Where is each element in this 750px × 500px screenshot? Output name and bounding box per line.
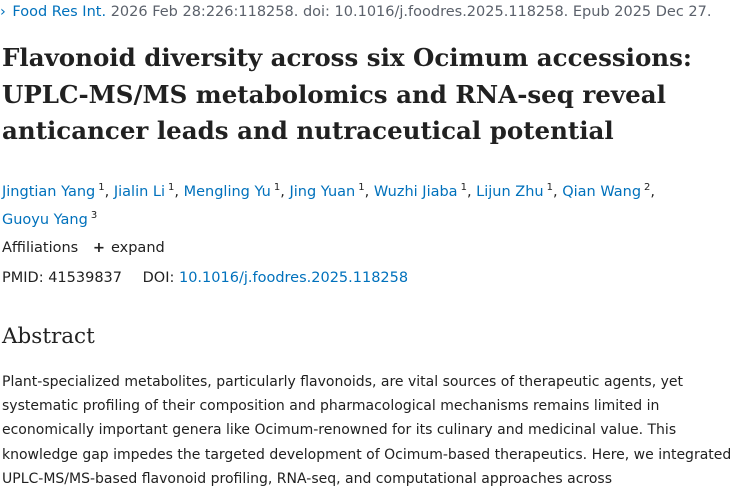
expand-label: expand [110, 240, 165, 256]
author-list: Jingtian Yang 1, Jialin Li 1, Mengling Yu 1… [2, 176, 742, 232]
affiliation-number[interactable]: 1 [98, 182, 105, 193]
article-title: Flavonoid diversity across six Ocimum ac… [2, 43, 692, 145]
affiliation-number[interactable]: 1 [546, 182, 553, 193]
author-item: Jing Yuan 1, [289, 182, 374, 200]
author-item: Qian Wang 2, [562, 182, 656, 200]
affiliation-number[interactable]: 1 [168, 182, 175, 193]
citation-details: 2026 Feb 28:226:118258. doi: 10.1016/j.f… [110, 4, 712, 20]
affiliation-number[interactable]: 1 [460, 182, 467, 193]
author-item: Jialin Li 1, [113, 182, 184, 200]
doi-link[interactable]: 10.1016/j.foodres.2025.118258 [178, 270, 409, 286]
author-link[interactable]: Mengling Yu [183, 184, 271, 200]
affiliation-number[interactable]: 2 [644, 182, 651, 193]
author-link[interactable]: Guoyu Yang [2, 212, 88, 228]
affiliations-expand-button[interactable]: + expand [93, 240, 165, 256]
doi-label: DOI: [142, 270, 175, 286]
citation-line: › Food Res Int. 2026 Feb 28:226:118258. … [0, 4, 712, 20]
abstract-text: Plant-specialized metabolites, particula… [2, 374, 732, 487]
pmid-label: PMID: [2, 270, 44, 286]
affiliations-label: Affiliations [2, 240, 79, 256]
affiliation-number[interactable]: 3 [90, 210, 98, 221]
author-link[interactable]: Lijun Zhu [476, 184, 544, 200]
affiliation-number[interactable]: 1 [273, 182, 281, 193]
chevron-right-icon: › [0, 4, 6, 20]
author-link[interactable]: Qian Wang [562, 184, 642, 200]
author-link[interactable]: Wuzhi Jiaba [373, 184, 458, 200]
affiliation-number[interactable]: 1 [358, 182, 365, 193]
author-item: Lijun Zhu 1, [476, 182, 563, 200]
author-link[interactable]: Jingtian Yang [2, 184, 96, 200]
author-link[interactable]: Jialin Li [113, 184, 165, 200]
author-link[interactable]: Jing Yuan [289, 184, 356, 200]
abstract-heading: Abstract [2, 324, 95, 349]
journal-link[interactable]: Food Res Int. [12, 4, 107, 20]
author-item: Jingtian Yang 1, [2, 182, 114, 200]
author-item: Mengling Yu 1, [183, 182, 290, 200]
affiliations-row: Affiliations + expand [2, 240, 165, 256]
pmid-value: 41539837 [48, 270, 123, 286]
identifiers-row: PMID: 41539837 DOI: 10.1016/j.foodres.20… [2, 270, 408, 286]
author-item: Guoyu Yang 3 [2, 210, 98, 228]
author-item: Wuzhi Jiaba 1, [373, 182, 477, 200]
plus-icon: + [92, 240, 105, 256]
